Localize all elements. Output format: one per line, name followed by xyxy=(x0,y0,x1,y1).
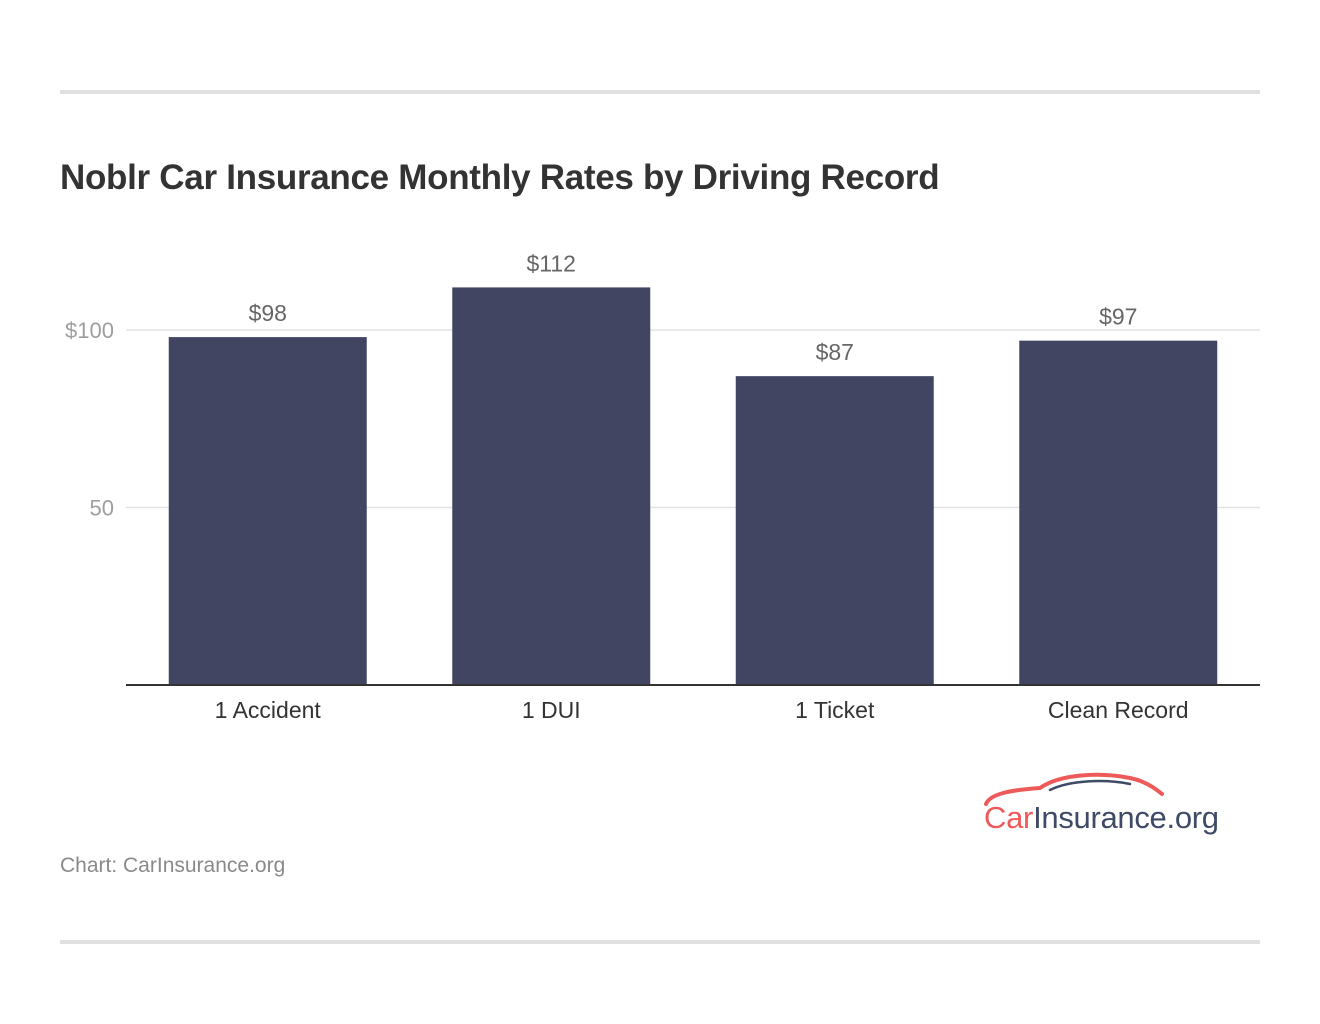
car-silhouette-icon xyxy=(984,772,1164,806)
bar xyxy=(1019,340,1218,685)
bar-chart: 50 $100 $98 1 Accident $112 1 DUI $87 1 Ticket $… xyxy=(65,250,1260,723)
chart-source: Chart: CarInsurance.org xyxy=(60,854,286,877)
bottom-divider xyxy=(60,940,1260,944)
x-tick-label: 1 Ticket xyxy=(795,697,875,723)
chart-title: Noblr Car Insurance Monthly Rates by Dri… xyxy=(60,158,940,197)
carinsurance-logo: CarInsurance.org xyxy=(980,770,1220,840)
x-tick-label: 1 Accident xyxy=(215,697,322,723)
x-tick-label: 1 DUI xyxy=(522,697,581,723)
data-label: $98 xyxy=(249,300,287,326)
y-tick-label: 50 xyxy=(90,496,114,521)
data-label: $97 xyxy=(1099,304,1137,330)
logo-word-insurance: Insurance.org xyxy=(1033,800,1219,835)
bar xyxy=(452,287,651,685)
logo-word-car: Car xyxy=(984,800,1034,835)
top-divider xyxy=(60,90,1260,94)
data-label: $87 xyxy=(816,339,854,365)
bar xyxy=(735,376,934,685)
y-tick-label: $100 xyxy=(65,318,114,343)
data-label: $112 xyxy=(527,250,576,276)
bar xyxy=(168,337,367,685)
x-tick-label: Clean Record xyxy=(1048,697,1189,723)
